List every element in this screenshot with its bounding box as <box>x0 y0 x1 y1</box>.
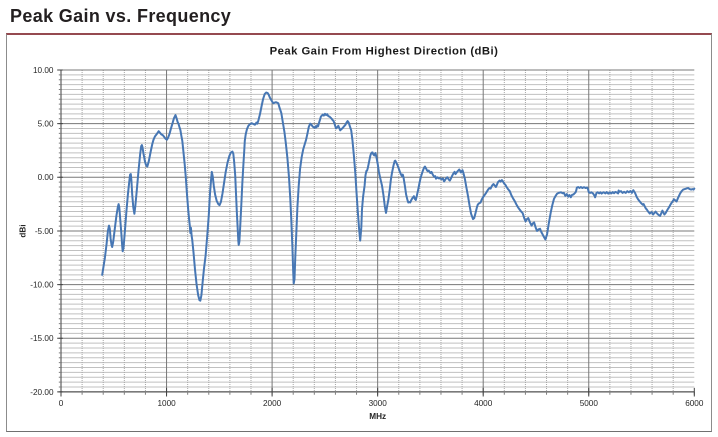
svg-text:2000: 2000 <box>263 399 282 408</box>
svg-text:4000: 4000 <box>474 399 493 408</box>
svg-text:1000: 1000 <box>157 399 176 408</box>
svg-text:0.00: 0.00 <box>38 173 54 182</box>
svg-text:-5.00: -5.00 <box>35 227 54 236</box>
svg-text:-20.00: -20.00 <box>30 388 54 397</box>
svg-text:6000: 6000 <box>685 399 704 408</box>
svg-text:5.00: 5.00 <box>38 120 54 129</box>
svg-text:-15.00: -15.00 <box>30 334 54 343</box>
svg-text:MHz: MHz <box>369 412 386 421</box>
svg-text:dBi: dBi <box>19 224 28 237</box>
svg-text:Peak Gain From Highest Directi: Peak Gain From Highest Direction (dBi) <box>270 46 499 58</box>
svg-text:10.00: 10.00 <box>33 66 54 75</box>
svg-text:3000: 3000 <box>369 399 388 408</box>
svg-text:5000: 5000 <box>580 399 599 408</box>
svg-text:-10.00: -10.00 <box>30 281 54 290</box>
svg-text:0: 0 <box>59 399 64 408</box>
